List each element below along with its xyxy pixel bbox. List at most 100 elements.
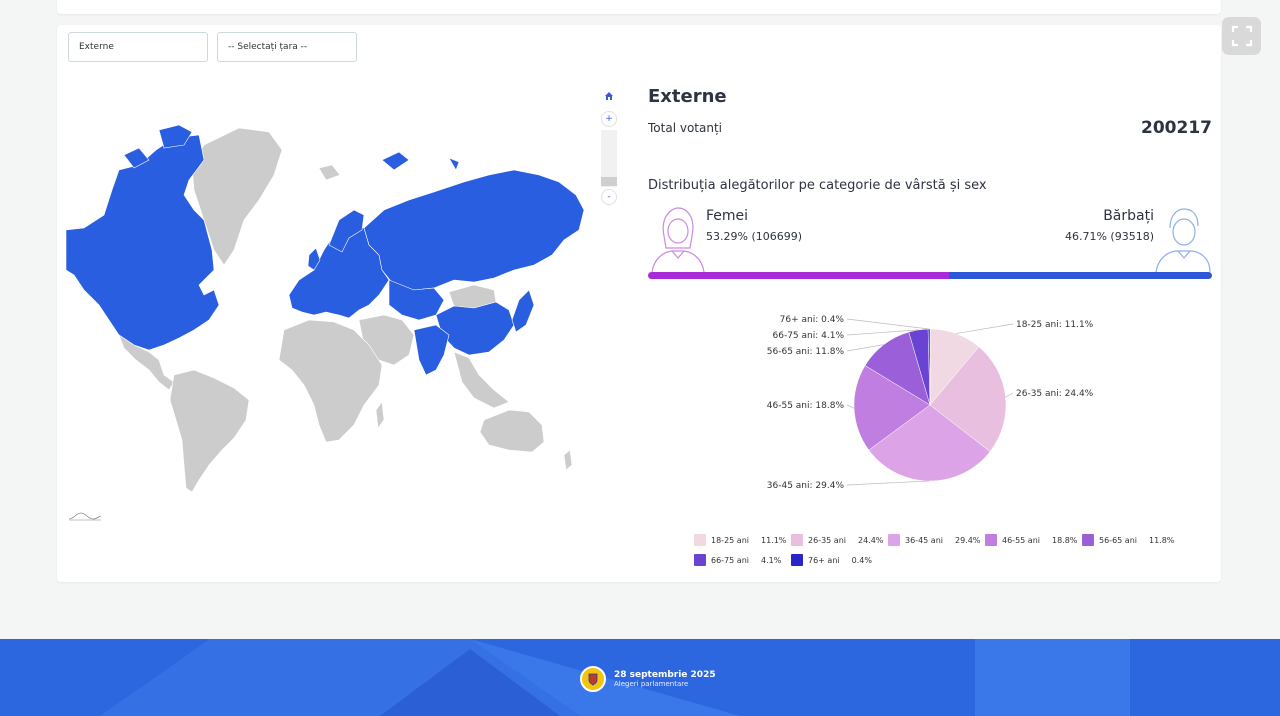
legend-item[interactable]: 36-45 ani 29.4%: [888, 534, 980, 546]
pie-label-leader: [846, 318, 930, 330]
map-zoom-in-button[interactable]: +: [601, 111, 617, 127]
pie-label-leader: [846, 344, 884, 352]
map-japan[interactable]: [511, 289, 535, 333]
map-scandinavia[interactable]: [328, 209, 365, 253]
pie-data-label: 56-65 ani: 11.8%: [767, 347, 845, 357]
legend-value: 29.4%: [954, 535, 981, 545]
legend-item[interactable]: 56-65 ani 11.8%: [1082, 534, 1174, 546]
cec-seal-icon: [580, 666, 606, 692]
pie-slice-36-45-ani[interactable]: [868, 404, 991, 482]
zoom-in-label: +: [605, 114, 613, 124]
legend-item[interactable]: 66-75 ani 4.1%: [694, 554, 781, 566]
map-scale-icon: [68, 512, 102, 521]
map-zoom-slider[interactable]: [601, 130, 617, 187]
distribution-title: Distribuția alegătorilor pe categorie de…: [648, 178, 987, 193]
home-icon: [605, 92, 613, 100]
map-arctic-islands[interactable]: [381, 151, 460, 171]
female-stat: 53.29% (106699): [706, 230, 802, 243]
world-map[interactable]: [64, 120, 588, 500]
female-label: Femei: [706, 208, 749, 224]
map-russia[interactable]: [363, 169, 585, 291]
pie-label-leader: [955, 323, 1014, 334]
legend-swatch: [985, 534, 997, 546]
coat-of-arms-icon: [588, 673, 598, 686]
male-count: (93518): [1110, 230, 1154, 243]
country-select-placeholder: -- Selectați țara --: [228, 42, 308, 52]
legend-value: 11.8%: [1148, 535, 1175, 545]
map-madagascar[interactable]: [375, 401, 385, 429]
gender-bar-male: [948, 272, 1212, 279]
age-pie-chart: 18-25 ani: 11.1% 26-35 ani: 24.4% 36-45 an…: [767, 315, 1094, 491]
female-icon: [651, 207, 705, 273]
legend-value: 11.1%: [760, 535, 787, 545]
map-north-america[interactable]: [65, 134, 220, 351]
legend-swatch: [791, 554, 803, 566]
legend-item[interactable]: 76+ ani 0.4%: [791, 554, 872, 566]
gender-bar-female: [648, 272, 949, 279]
map-uk[interactable]: [307, 247, 321, 271]
map-greenland[interactable]: [191, 127, 283, 266]
footer-subtitle: Alegeri parlamentare: [614, 680, 689, 688]
top-card: [57, 0, 1221, 14]
legend-swatch: [791, 534, 803, 546]
male-icon: [1155, 208, 1211, 273]
region-title: Externe: [648, 86, 727, 107]
fullscreen-button[interactable]: [1222, 17, 1261, 55]
legend-item[interactable]: 46-55 ani 18.8%: [985, 534, 1077, 546]
legend-swatch: [694, 554, 706, 566]
male-percent: 46.71%: [1064, 230, 1107, 243]
pie-data-label: 66-75 ani: 4.1%: [773, 331, 845, 341]
footer-background-shapes: [100, 639, 1130, 716]
legend-value: 18.8%: [1051, 535, 1078, 545]
legend-value: 0.4%: [851, 555, 872, 565]
legend-swatch: [1082, 534, 1094, 546]
map-india[interactable]: [413, 324, 450, 376]
map-central-america[interactable]: [118, 334, 175, 391]
country-select[interactable]: -- Selectați țara --: [217, 32, 357, 62]
pie-label-leader: [846, 329, 919, 336]
map-southeast-asia[interactable]: [453, 351, 510, 409]
male-stat: 46.71% (93518): [1065, 230, 1154, 243]
pie-slice-46-55-ani[interactable]: [853, 365, 931, 451]
legend-label: 36-45 ani: [905, 535, 943, 545]
total-voters-label: Total votanți: [648, 121, 722, 135]
total-voters-value: 200217: [1141, 118, 1212, 138]
results-card: [57, 25, 1221, 582]
map-new-zealand[interactable]: [563, 449, 573, 471]
map-south-america[interactable]: [169, 369, 250, 493]
map-canada-islands[interactable]: [123, 124, 193, 169]
legend-value: 24.4%: [857, 535, 884, 545]
map-africa[interactable]: [278, 319, 383, 443]
legend-label: 46-55 ani: [1002, 535, 1040, 545]
pie-data-label: 76+ ani: 0.4%: [780, 315, 845, 325]
map-australia[interactable]: [479, 409, 545, 453]
legend-item[interactable]: 26-35 ani 24.4%: [791, 534, 883, 546]
pie-label-leader: [846, 404, 855, 409]
legend-value: 4.1%: [760, 555, 782, 565]
legend-swatch: [888, 534, 900, 546]
footer-text: 28 septembrie 2025 Alegeri parlamentare: [614, 670, 716, 688]
pie-label-leader: [1005, 392, 1014, 398]
map-zoom-slider-thumb[interactable]: [601, 177, 617, 186]
pie-data-label: 36-45 ani: 29.4%: [767, 481, 845, 491]
footer-branding: 28 septembrie 2025 Alegeri parlamentare: [580, 666, 716, 692]
female-count: (106699): [751, 230, 803, 243]
male-label: Bărbați: [1103, 208, 1154, 224]
pie-data-label: 46-55 ani: 18.8%: [767, 401, 845, 411]
region-select[interactable]: Externe: [68, 32, 208, 62]
legend-label: 26-35 ani: [808, 535, 846, 545]
map-china[interactable]: [435, 301, 515, 356]
region-select-value: Externe: [79, 42, 114, 52]
pie-label-leader: [846, 480, 930, 486]
map-zoom-out-button[interactable]: -: [601, 189, 617, 205]
map-iceland[interactable]: [318, 164, 341, 181]
map-home-button[interactable]: [601, 88, 617, 104]
legend-label: 56-65 ani: [1099, 535, 1137, 545]
legend-label: 18-25 ani: [711, 535, 749, 545]
pie-slice-26-35-ani[interactable]: [929, 346, 1007, 452]
legend-label: 66-75 ani: [711, 555, 749, 565]
footer: 28 septembrie 2025 Alegeri parlamentare: [0, 639, 1280, 716]
legend-swatch: [694, 534, 706, 546]
pie-data-label: 26-35 ani: 24.4%: [1016, 389, 1094, 399]
legend-item[interactable]: 18-25 ani 11.1%: [694, 534, 786, 546]
